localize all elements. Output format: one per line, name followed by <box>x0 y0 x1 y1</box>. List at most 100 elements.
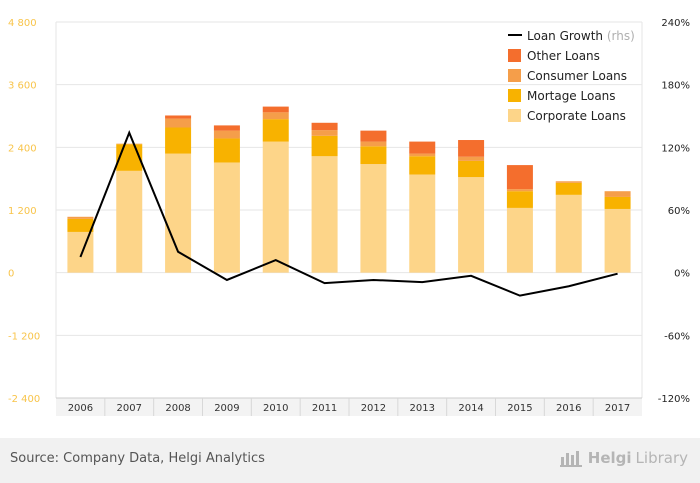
bar-other-loans-2011 <box>311 122 338 131</box>
legend-label-consumer-loans: Consumer Loans <box>527 69 627 83</box>
bar-mortage-loans-2009 <box>213 138 240 163</box>
legend-item-mortage-loans: Mortage Loans <box>508 89 616 103</box>
bar-corporate-loans-2011 <box>311 156 338 273</box>
x-tick-label: 2010 <box>263 403 288 414</box>
brand-name-part-2: Library <box>635 449 688 467</box>
legend-label-mortage-loans: Mortage Loans <box>527 89 616 103</box>
bar-corporate-loans-2015 <box>506 207 533 273</box>
legend: Loan Growth (rhs) Other Loans Consumer L… <box>508 29 635 123</box>
legend-swatch-other-loans <box>508 49 521 62</box>
left-axis: -2 400 -1 200 0 1 200 2 400 3 600 4 800 <box>8 18 40 405</box>
bar-consumer-loans-2015 <box>506 189 533 192</box>
bar-consumer-loans-2017 <box>604 191 631 197</box>
bar-consumer-loans-2009 <box>213 130 240 139</box>
legend-item-corporate-loans: Corporate Loans <box>508 109 626 123</box>
bar-consumer-loans-2010 <box>262 112 289 120</box>
x-tick-label: 2009 <box>214 403 239 414</box>
left-tick-label: -2 400 <box>8 394 40 405</box>
right-axis: -120% -60% 0% 60% 120% 180% 240% <box>658 18 690 405</box>
left-tick-label: -1 200 <box>8 331 40 342</box>
x-tick-label: 2012 <box>361 403 386 414</box>
bar-other-loans-2009 <box>213 125 240 131</box>
loan-growth-line <box>79 130 618 297</box>
x-tick-label: 2013 <box>410 403 435 414</box>
legend-label-loan-growth: Loan Growth (rhs) <box>527 29 635 43</box>
bar-corporate-loans-2017 <box>604 208 631 273</box>
bar-mortage-loans-2015 <box>506 191 533 208</box>
bar-consumer-loans-2006 <box>67 216 94 219</box>
x-tick-label: 2008 <box>165 403 190 414</box>
right-tick-label: 240% <box>661 18 690 29</box>
x-axis: 2006 2007 2008 2009 2010 2011 2012 2013 2014 2015… <box>56 397 642 416</box>
bar-other-loans-2014 <box>458 140 485 157</box>
bar-mortage-loans-2007 <box>116 144 143 171</box>
right-tick-label: 180% <box>661 81 690 92</box>
bar-consumer-loans-2007 <box>116 143 143 145</box>
right-tick-label: -60% <box>664 331 690 342</box>
x-tick-label: 2007 <box>117 403 142 414</box>
helgi-library-logo-icon <box>559 451 582 467</box>
left-tick-label: 3 600 <box>8 81 37 92</box>
bar-other-loans-2010 <box>262 106 289 113</box>
bar-corporate-loans-2010 <box>262 141 289 273</box>
bar-mortage-loans-2011 <box>311 135 338 157</box>
bar-corporate-loans-2007 <box>116 170 143 273</box>
x-tick-label: 2006 <box>68 403 93 414</box>
x-tick-label: 2017 <box>605 403 630 414</box>
legend-item-loan-growth: Loan Growth (rhs) <box>508 29 635 43</box>
right-tick-label: 0% <box>674 269 690 280</box>
bar-mortage-loans-2016 <box>555 182 582 195</box>
footer: Source: Company Data, Helgi Analytics He… <box>0 438 700 483</box>
left-tick-label: 2 400 <box>8 143 37 154</box>
bar-corporate-loans-2016 <box>555 194 582 273</box>
bar-consumer-loans-2012 <box>360 141 387 147</box>
bar-consumer-loans-2013 <box>409 153 436 157</box>
bar-other-loans-2012 <box>360 130 387 142</box>
bar-mortage-loans-2014 <box>458 160 485 178</box>
bar-corporate-loans-2012 <box>360 164 387 273</box>
legend-item-other-loans: Other Loans <box>508 49 600 63</box>
bar-mortage-loans-2008 <box>165 127 192 154</box>
bar-other-loans-2015 <box>506 165 533 190</box>
legend-swatch-corporate-loans <box>508 109 521 122</box>
left-tick-label: 1 200 <box>8 206 37 217</box>
bar-other-loans-2013 <box>409 141 436 154</box>
bar-mortage-loans-2012 <box>360 146 387 165</box>
bar-other-loans-2008 <box>165 115 192 119</box>
right-tick-label: -120% <box>658 394 690 405</box>
bar-consumer-loans-2008 <box>165 118 192 128</box>
left-tick-label: 4 800 <box>8 18 37 29</box>
x-tick-label: 2014 <box>458 403 483 414</box>
right-tick-label: 120% <box>661 143 690 154</box>
bar-corporate-loans-2008 <box>165 153 192 273</box>
legend-label-other-loans: Other Loans <box>527 49 600 63</box>
x-tick-label: 2016 <box>556 403 581 414</box>
legend-item-consumer-loans: Consumer Loans <box>508 69 627 83</box>
x-tick-label: 2015 <box>507 403 532 414</box>
bar-consumer-loans-2014 <box>458 156 485 161</box>
legend-swatch-consumer-loans <box>508 69 521 82</box>
bar-mortage-loans-2010 <box>262 119 289 142</box>
loan-growth-polyline <box>79 130 618 297</box>
grid <box>55 21 643 399</box>
bar-mortage-loans-2006 <box>67 218 94 232</box>
bar-consumer-loans-2011 <box>311 130 338 136</box>
bar-corporate-loans-2006 <box>67 231 94 273</box>
source-note: Source: Company Data, Helgi Analytics <box>10 451 265 466</box>
legend-label-corporate-loans: Corporate Loans <box>527 109 626 123</box>
bar-mortage-loans-2013 <box>409 156 436 175</box>
bar-mortage-loans-2017 <box>604 196 631 209</box>
bar-corporate-loans-2014 <box>458 177 485 273</box>
brand-name-part-1: Helgi <box>587 449 632 467</box>
legend-swatch-mortage-loans <box>508 89 521 102</box>
bar-corporate-loans-2013 <box>409 174 436 273</box>
right-tick-label: 60% <box>668 206 690 217</box>
left-tick-label: 0 <box>8 269 14 280</box>
brand-logo: Helgi Library <box>559 449 688 467</box>
bar-consumer-loans-2016 <box>555 181 582 183</box>
bar-corporate-loans-2009 <box>213 162 240 273</box>
x-tick-label: 2011 <box>312 403 337 414</box>
bars <box>67 106 631 273</box>
